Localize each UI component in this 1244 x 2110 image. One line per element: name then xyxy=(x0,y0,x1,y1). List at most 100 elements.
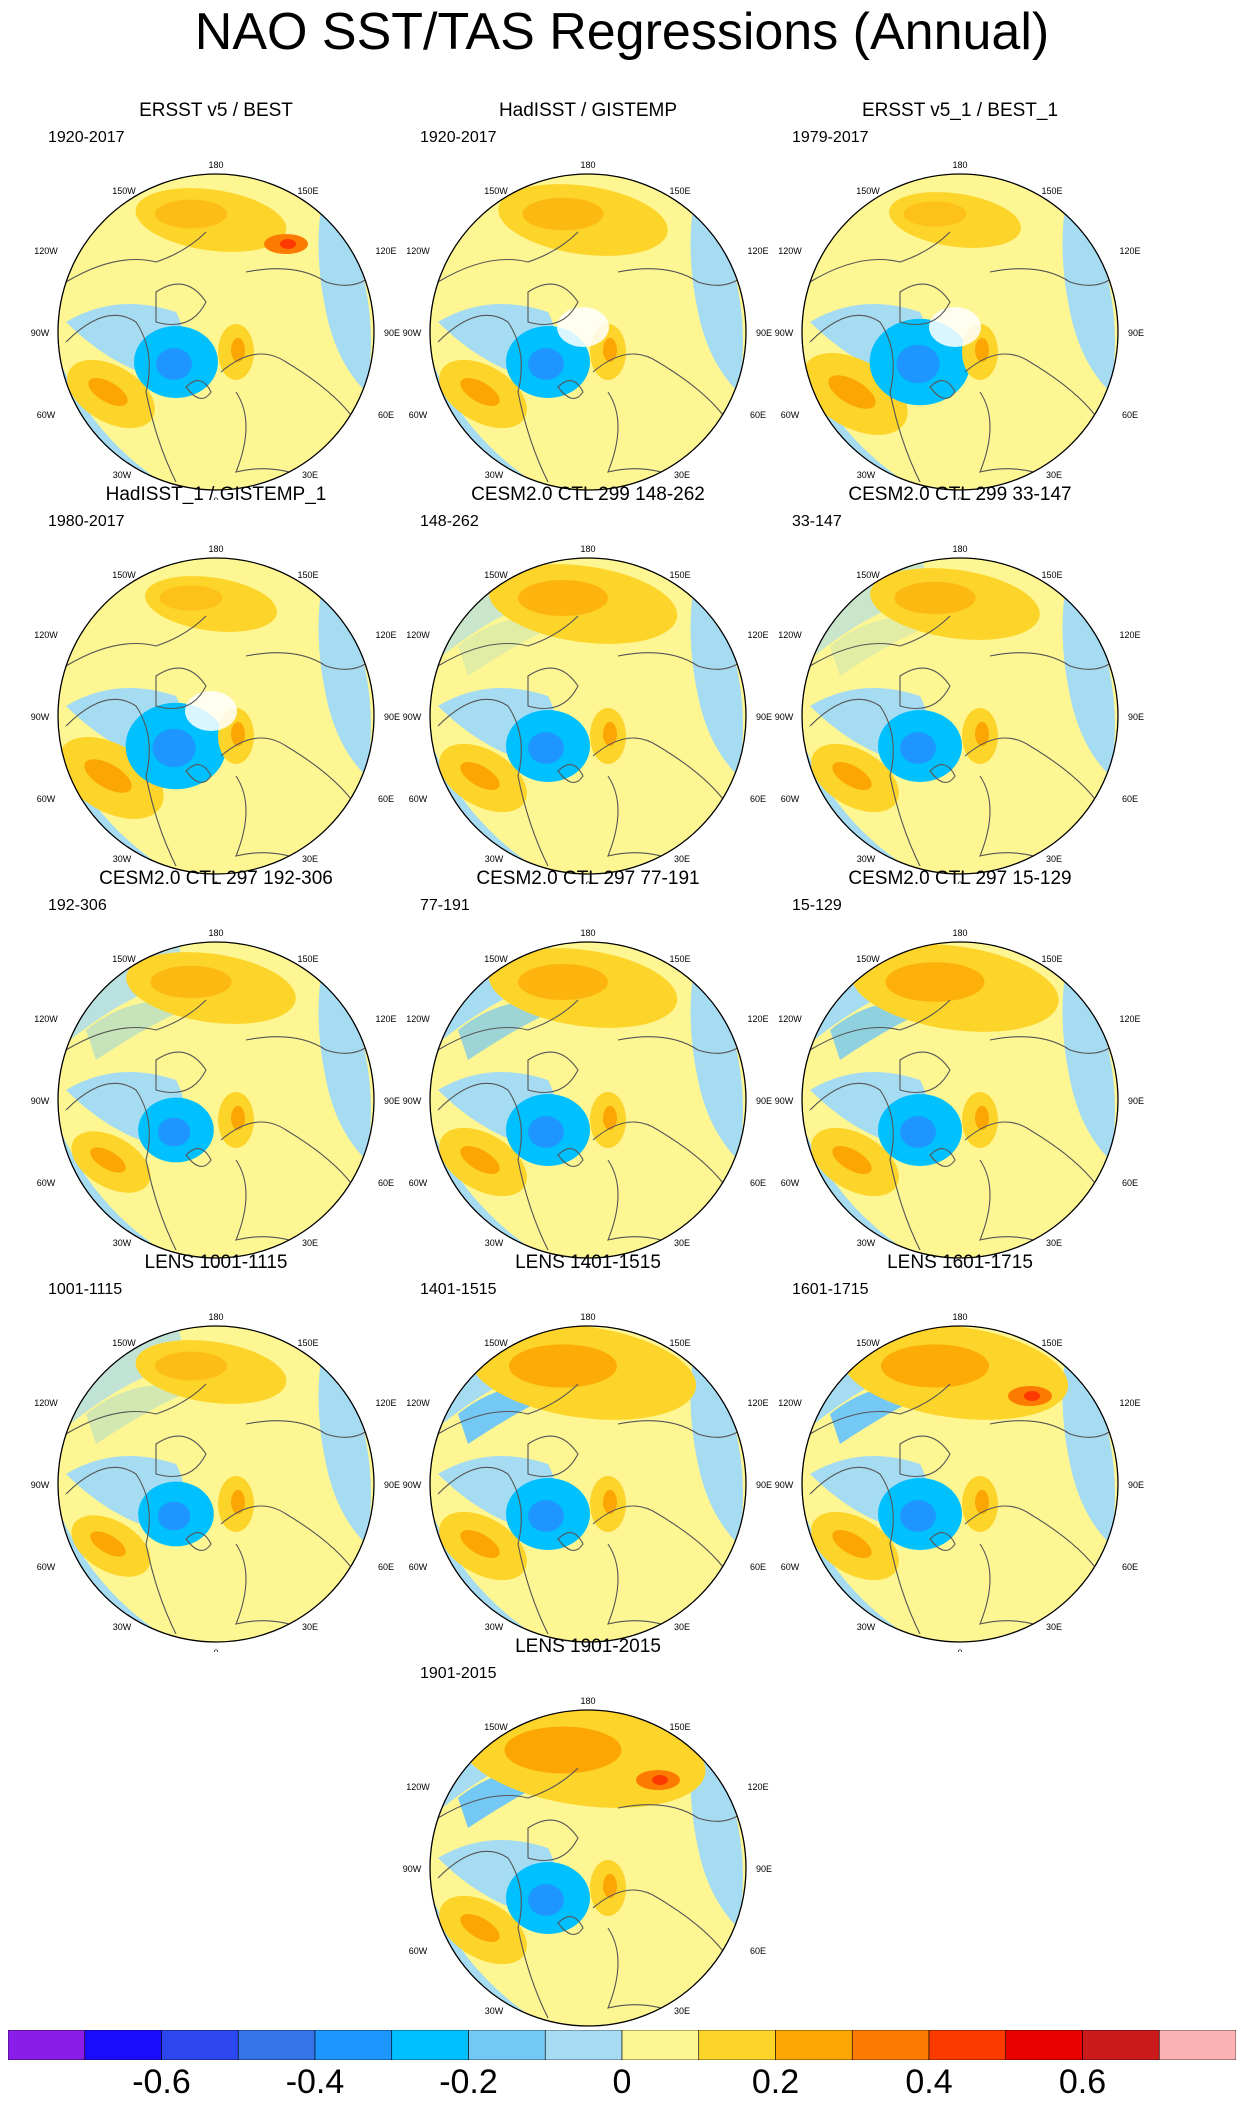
coastline xyxy=(155,667,207,710)
field-region xyxy=(159,585,223,611)
longitude-label: 30E xyxy=(302,470,318,480)
coastline xyxy=(809,698,921,867)
longitude-label: 30W xyxy=(857,470,876,480)
longitude-label: 30W xyxy=(485,470,504,480)
coastline xyxy=(592,353,729,423)
coastline xyxy=(185,1148,212,1167)
longitude-label: 150W xyxy=(484,1338,508,1348)
longitude-label: 60W xyxy=(409,1946,428,1956)
longitude-label: 120W xyxy=(406,1014,430,1024)
longitude-label: 120E xyxy=(1119,1398,1140,1408)
colorbar-swatch xyxy=(8,2030,86,2060)
longitude-label: 30W xyxy=(485,1238,504,1248)
longitude-label: 120W xyxy=(34,246,58,256)
longitude-label: 150E xyxy=(669,1722,690,1732)
coastline xyxy=(65,698,177,867)
longitude-label: 150E xyxy=(1041,954,1062,964)
longitude-label: 30E xyxy=(674,470,690,480)
regression-field xyxy=(58,558,374,874)
map-border xyxy=(429,1709,747,2027)
coastline xyxy=(437,1466,549,1635)
longitude-label: 150E xyxy=(669,570,690,580)
longitude-label: 180 xyxy=(580,1696,595,1706)
longitude-label: 90W xyxy=(31,1096,50,1106)
panel-years: 77-191 xyxy=(420,897,470,914)
longitude-label: 180 xyxy=(580,160,595,170)
longitude-label: 30W xyxy=(485,2006,504,2016)
longitude-label: 150W xyxy=(856,954,880,964)
longitude-label: 0 xyxy=(585,880,590,884)
coastline xyxy=(220,737,357,807)
coastline xyxy=(527,283,579,326)
coastline xyxy=(989,268,1118,286)
coastline xyxy=(592,1889,729,1959)
panel-title: ERSST v5 / BEST xyxy=(139,100,293,121)
field-region xyxy=(690,182,743,392)
field-region xyxy=(86,1000,196,1060)
field-region xyxy=(460,1914,500,1942)
map-border xyxy=(429,557,747,875)
longitude-label: 60W xyxy=(781,1178,800,1188)
colorbar-swatch xyxy=(621,2030,700,2060)
longitude-label: 120E xyxy=(375,246,396,256)
coastline xyxy=(437,999,579,1051)
coastline xyxy=(437,1850,549,2019)
coastline xyxy=(929,1148,956,1167)
longitude-label: 90W xyxy=(775,1096,794,1106)
longitude-label: 180 xyxy=(208,544,223,554)
field-region xyxy=(832,1146,872,1174)
longitude-label: 150E xyxy=(669,1338,690,1348)
longitude-label: 150W xyxy=(112,186,136,196)
coastline xyxy=(437,698,549,867)
coastline xyxy=(809,615,951,667)
longitude-label: 150W xyxy=(484,570,508,580)
longitude-label: 150E xyxy=(297,570,318,580)
longitude-label: 180 xyxy=(580,1312,595,1322)
colorbar-tick-label: 0 xyxy=(612,2063,632,2101)
map-border xyxy=(801,1325,1119,1643)
field-region xyxy=(231,338,245,362)
field-region xyxy=(90,1531,126,1557)
map-panel: ERSST v5_1 / BEST_1 180 150E 120E 90E 60E 30E 0… xyxy=(770,100,1150,500)
field-region xyxy=(528,348,564,380)
field-region xyxy=(318,950,371,1160)
map-border xyxy=(801,173,1119,491)
field-region xyxy=(900,732,936,764)
missing-data-region xyxy=(929,307,981,347)
field-region xyxy=(460,378,500,406)
coastline xyxy=(437,615,579,667)
field-region xyxy=(528,732,564,764)
longitude-label: 0 xyxy=(957,1648,962,1652)
colorbar-swatch xyxy=(391,2030,469,2060)
longitude-label: 60E xyxy=(750,1562,766,1572)
coastline xyxy=(65,1082,177,1251)
colorbar-swatch xyxy=(84,2030,162,2060)
longitude-label: 150E xyxy=(297,1338,318,1348)
coastline xyxy=(809,1383,951,1435)
polar-map: 180 150E 120E 90E 60E 30E 0 30W 60W 90W 120W 150W xyxy=(775,544,1144,884)
coastline xyxy=(155,283,207,326)
map-border xyxy=(57,1325,375,1643)
colorbar-swatch xyxy=(468,2030,546,2060)
longitude-label: 30E xyxy=(1046,854,1062,864)
longitude-label: 90W xyxy=(31,328,50,338)
longitude-label: 120W xyxy=(778,1398,802,1408)
field-region xyxy=(231,722,245,746)
longitude-label: 90E xyxy=(1128,1096,1144,1106)
coastline xyxy=(185,380,212,399)
panel-years: 148-262 xyxy=(420,513,479,530)
longitude-label: 60W xyxy=(37,410,56,420)
field-region xyxy=(156,348,192,380)
longitude-label: 150W xyxy=(856,186,880,196)
map-panel: LENS 1001-1115 180 150E 120E 90E 60E 30E 0 30W 60… xyxy=(26,1252,406,1652)
panel-years: 33-147 xyxy=(792,513,842,530)
longitude-label: 120E xyxy=(1119,246,1140,256)
longitude-label: 90E xyxy=(384,328,400,338)
map-panel: CESM2.0 CTL 297 15-129 180 150E 120E 90E 60E 3… xyxy=(770,868,1150,1268)
field-region xyxy=(690,950,743,1160)
field-region xyxy=(86,1384,196,1444)
coastline xyxy=(220,1505,357,1575)
field-region xyxy=(88,378,128,406)
longitude-label: 150E xyxy=(1041,570,1062,580)
field-region xyxy=(1024,1391,1040,1401)
